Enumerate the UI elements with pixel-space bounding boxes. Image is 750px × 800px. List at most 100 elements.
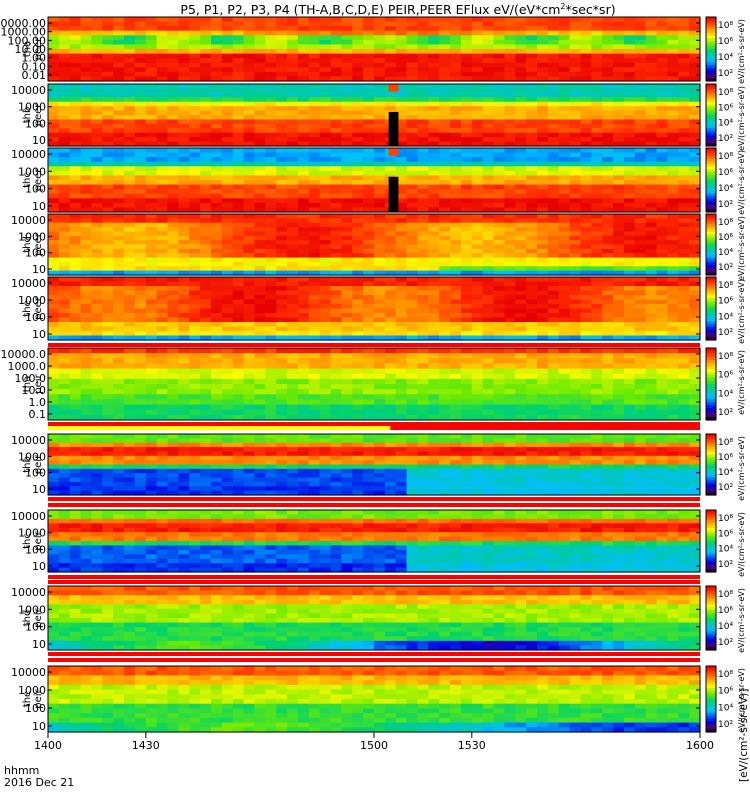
spectrogram-cell	[580, 132, 592, 138]
spectrogram-cell	[145, 227, 158, 233]
spectrogram-cell	[352, 58, 364, 64]
spectrogram-cell	[167, 384, 179, 390]
spectrogram-cell	[330, 368, 342, 375]
spectrogram-cell	[297, 277, 310, 283]
spectrogram-cell	[243, 389, 256, 395]
spectrogram-cell	[221, 62, 234, 68]
spectrogram-cell	[80, 49, 93, 55]
spectrogram-cell	[156, 119, 169, 125]
spectrogram-cell	[134, 166, 147, 172]
spectrogram-cell	[482, 67, 495, 73]
spectrogram-cell	[656, 21, 668, 27]
colorbar-step	[706, 224, 716, 228]
spectrogram-cell	[460, 266, 473, 272]
spectrogram-cell	[319, 152, 332, 158]
spectrogram-cell	[645, 277, 658, 283]
spectrogram-cell	[58, 266, 71, 272]
spectrogram-cell	[602, 331, 614, 337]
spectrogram-cell	[211, 394, 223, 401]
spectrogram-cell	[91, 404, 103, 411]
spectrogram-cell	[243, 128, 256, 134]
spectrogram-cell	[102, 231, 114, 237]
spectrogram-cell	[569, 244, 582, 250]
spectrogram-cell	[428, 157, 440, 163]
spectrogram-cell	[406, 313, 419, 319]
spectrogram-cell	[221, 166, 234, 172]
spectrogram-cell	[558, 97, 571, 103]
spectrogram-cell	[134, 161, 147, 167]
spectrogram-cell	[667, 295, 679, 301]
spectrogram-cell	[591, 317, 603, 323]
spectrogram-cell	[113, 49, 125, 55]
spectrogram-cell	[211, 414, 223, 421]
spectrogram-cell	[428, 304, 440, 310]
spectrogram-cell	[667, 71, 679, 78]
spectrogram-cell	[58, 414, 71, 421]
spectrogram-cell	[602, 266, 614, 272]
spectrogram-cell	[134, 67, 147, 73]
spectrogram-cell	[330, 30, 342, 36]
spectrogram-cell	[515, 317, 527, 323]
spectrogram-cell	[613, 128, 625, 134]
spectrogram-cell	[613, 290, 625, 296]
spectrogram-cell	[113, 214, 125, 219]
spectrogram-cell	[287, 270, 299, 276]
spectrogram-cell	[634, 331, 647, 337]
spectrogram-cell	[558, 286, 571, 292]
spectrogram-cell	[363, 222, 375, 228]
spectrogram-cell	[504, 281, 516, 287]
spectrogram-cell	[341, 132, 353, 138]
spectrogram-cell	[200, 394, 212, 401]
spectrogram-cell	[645, 30, 658, 36]
spectrogram-cell	[634, 123, 647, 129]
spectrogram-cell	[48, 62, 60, 68]
spectrogram-cell	[211, 270, 223, 276]
spectrogram-cell	[341, 92, 353, 98]
spectrogram-cell	[526, 101, 538, 107]
spectrogram-cell	[384, 322, 397, 328]
spectrogram-cell	[308, 92, 321, 98]
spectrogram-cell	[352, 119, 364, 125]
spectrogram-cell	[493, 286, 505, 292]
spectrogram-cell	[145, 286, 158, 292]
spectrogram-cell	[221, 353, 234, 359]
spectrogram-cell	[167, 317, 179, 323]
spectrogram-cell	[678, 257, 690, 263]
spectrogram-cell	[297, 71, 310, 78]
spectrogram-cell	[80, 76, 93, 82]
spectrogram-cell	[656, 207, 668, 213]
spectrogram-cell	[352, 378, 364, 385]
spectrogram-cell	[428, 148, 440, 154]
spectrogram-cell	[189, 304, 201, 310]
spectrogram-cell	[558, 218, 571, 224]
colorbar-step	[706, 180, 716, 184]
spectrogram-cell	[634, 286, 647, 292]
spectrogram-cell	[558, 253, 571, 259]
spectrogram-cell	[145, 353, 158, 359]
spectrogram-cell	[591, 101, 603, 107]
spectrogram-cell	[319, 335, 332, 341]
spectrogram-cell	[254, 62, 266, 68]
spectrogram-cell	[156, 326, 169, 332]
spectrogram-cell	[569, 67, 582, 73]
spectrogram-cell	[91, 30, 103, 36]
spectrogram-cell	[232, 21, 245, 27]
spectrogram-cell	[515, 39, 527, 46]
spectrogram-cell	[330, 166, 342, 172]
spectrogram-cell	[276, 67, 288, 73]
spectrogram-cell	[91, 295, 103, 301]
spectrogram-cell	[287, 119, 299, 125]
spectrogram-cell	[265, 218, 277, 224]
spectrogram-cell	[200, 123, 212, 129]
spectrogram-cell	[352, 368, 364, 375]
spectrogram-cell	[439, 348, 451, 354]
colorbar-step	[706, 86, 716, 90]
spectrogram-cell	[287, 248, 299, 254]
spectrogram-cell	[276, 137, 288, 143]
spectrogram-cell	[69, 157, 82, 163]
spectrogram-cell	[200, 101, 212, 107]
spectrogram-cell	[526, 295, 538, 301]
spectrogram-cell	[287, 21, 299, 27]
spectrogram-cell	[384, 67, 397, 73]
spectrogram-cell	[48, 295, 60, 301]
